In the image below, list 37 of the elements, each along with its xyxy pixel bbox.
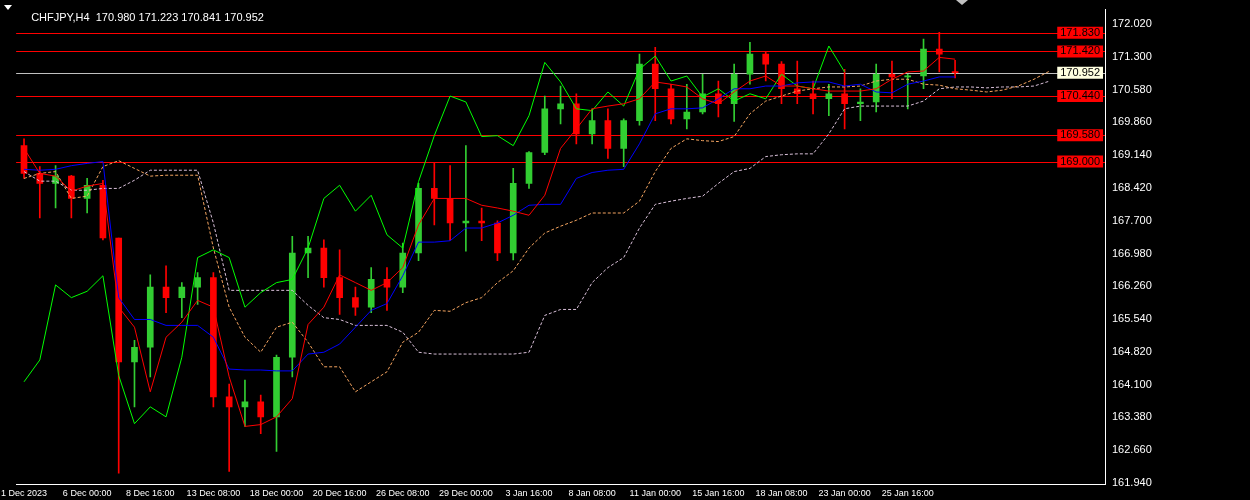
ref-line-label: 170.440 [1060, 89, 1100, 102]
y-tick-label: 169.860 [1112, 115, 1152, 128]
ref-line-label: 169.580 [1060, 128, 1100, 141]
y-tick-label: 166.260 [1112, 279, 1152, 292]
x-tick-label: 18 Dec 00:00 [249, 488, 304, 499]
x-tick-label: 26 Dec 08:00 [375, 488, 430, 499]
y-tick-label: 161.940 [1112, 475, 1152, 488]
y-tick-label: 166.980 [1112, 246, 1152, 259]
x-tick-label: 25 Jan 16:00 [881, 488, 934, 499]
x-tick-label: 13 Dec 08:00 [186, 488, 241, 499]
x-tick-label: 1 Dec 2023 [0, 488, 48, 499]
y-tick-label: 170.580 [1112, 82, 1152, 95]
y-tick-label: 171.300 [1112, 49, 1152, 62]
x-tick-label: 29 Dec 00:00 [439, 488, 493, 499]
x-tick-label: 15 Jan 16:00 [692, 488, 745, 499]
ref-line-label: 171.830 [1060, 25, 1100, 38]
y-tick-label: 169.140 [1112, 148, 1152, 161]
x-tick-label: 23 Jan 00:00 [818, 488, 871, 499]
x-tick-label: 18 Jan 08:00 [755, 488, 808, 499]
chart-title: CHFJPY,H4 170.980 171.223 170.841 170.952 [31, 10, 264, 23]
x-tick-label: 8 Jan 08:00 [568, 488, 616, 499]
y-tick-label: 172.020 [1112, 17, 1152, 30]
y-tick-label: 164.100 [1112, 377, 1152, 390]
x-tick-label: 11 Jan 00:00 [629, 488, 681, 499]
ref-line-label: 170.952 [1060, 65, 1100, 78]
ref-line-label: 169.000 [1060, 154, 1100, 167]
y-tick-label: 162.660 [1112, 443, 1152, 456]
y-tick-label: 164.820 [1112, 344, 1152, 357]
ref-line-label: 171.420 [1060, 44, 1100, 57]
y-tick-label: 168.420 [1112, 181, 1152, 193]
y-tick-label: 167.700 [1112, 213, 1152, 226]
x-tick-label: 3 Jan 16:00 [505, 488, 553, 499]
x-tick-label: 8 Dec 16:00 [125, 488, 175, 499]
y-tick-label: 165.540 [1112, 312, 1152, 325]
x-tick-label: 6 Dec 00:00 [62, 488, 112, 499]
y-tick-label: 163.380 [1112, 410, 1152, 423]
x-tick-label: 20 Dec 16:00 [312, 488, 367, 499]
